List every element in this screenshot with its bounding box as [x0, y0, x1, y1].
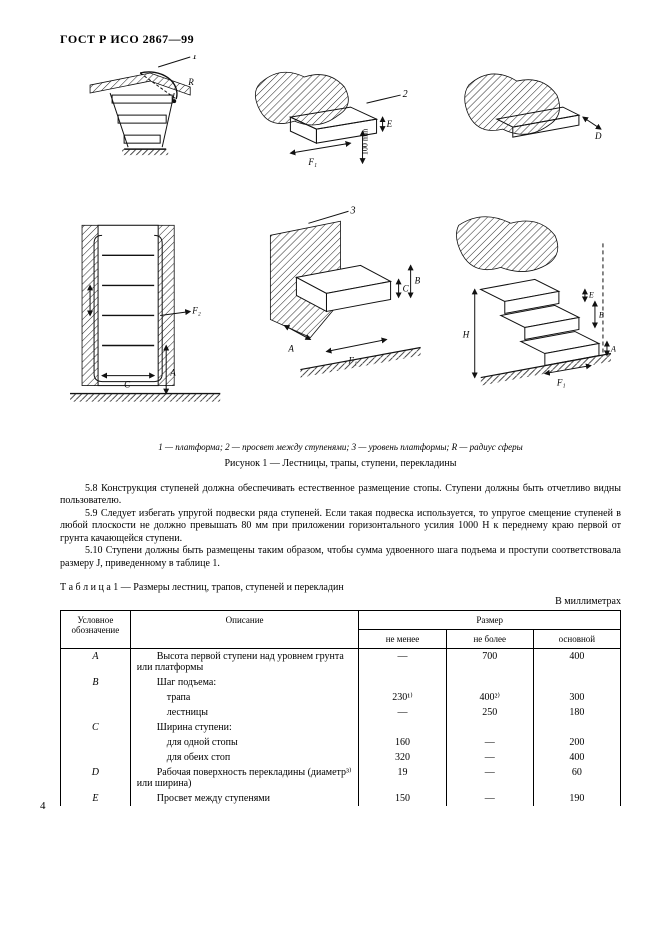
table-row-main: 200	[533, 735, 620, 750]
table-row-desc: для обеих стоп	[130, 750, 359, 765]
dimensions-table: Условное обозначение Описание Размер не …	[60, 610, 621, 806]
fig-label-C: C	[124, 380, 131, 390]
figure-block: 1 R 2	[60, 55, 621, 436]
th-min: не менее	[359, 630, 446, 649]
fig-label-Bmid: B	[415, 275, 421, 285]
table-row-min	[359, 675, 446, 690]
fig-label-1: 1	[192, 55, 197, 62]
table-row-desc: для одной стопы	[130, 735, 359, 750]
paragraph-5-9: 5.9 Следует избегать упругой подвески ря…	[60, 508, 621, 546]
table-row-max	[446, 720, 533, 735]
table-row-desc: трапа	[130, 690, 359, 705]
table-row-main	[533, 675, 620, 690]
fig-label-F2: F₂	[191, 305, 201, 315]
table-row-min: —	[359, 649, 446, 676]
th-desc: Описание	[130, 611, 359, 649]
th-main: основной	[533, 630, 620, 649]
paragraph-5-10: 5.10 Ступени должны быть размещены таким…	[60, 545, 621, 570]
table-row-desc: Шаг подъема:	[130, 675, 359, 690]
table-row-sym: D	[61, 765, 131, 791]
figure-svg: 1 R 2	[60, 55, 621, 436]
table-row-sym	[61, 750, 131, 765]
table-row-sym	[61, 735, 131, 750]
fig-label-A1: A	[169, 368, 176, 378]
table-row-max	[446, 675, 533, 690]
table-row-max: —	[446, 735, 533, 750]
fig-label-100min: 100 min	[361, 129, 370, 155]
fig-label-F1a: F₁	[307, 157, 317, 167]
table-row-min: 19	[359, 765, 446, 791]
table-row-desc: Рабочая поверхность перекладины (диаметр…	[130, 765, 359, 791]
table-row-main: 60	[533, 765, 620, 791]
table-row-min: 230¹⁾	[359, 690, 446, 705]
fig-label-Bright: B	[599, 310, 604, 319]
table-row-sym	[61, 690, 131, 705]
fig-label-2: 2	[403, 89, 408, 100]
table-row-desc: лестницы	[130, 705, 359, 720]
table-row-main: 400	[533, 750, 620, 765]
table-row-max: —	[446, 791, 533, 806]
table-row-desc: Высота первой ступени над уровнем грунта…	[130, 649, 359, 676]
table-caption: Т а б л и ц а 1 — Размеры лестниц, трапо…	[60, 582, 621, 593]
table-row-min: 320	[359, 750, 446, 765]
table-row-max: —	[446, 765, 533, 791]
table-row-sym: C	[61, 720, 131, 735]
fig-label-E1: E	[386, 119, 393, 129]
figure-legend: 1 — платформа; 2 — просвет между ступеня…	[60, 442, 621, 452]
table-row-max: 700	[446, 649, 533, 676]
document-header: ГОСТ Р ИСО 2867—99	[60, 32, 621, 47]
table-row-min: 160	[359, 735, 446, 750]
th-size: Размер	[359, 611, 621, 630]
table-row-main: 400	[533, 649, 620, 676]
table-row-sym: B	[61, 675, 131, 690]
table-row-max: 400²⁾	[446, 690, 533, 705]
table-row-sym: A	[61, 649, 131, 676]
table-row-max: —	[446, 750, 533, 765]
table-row-main: 300	[533, 690, 620, 705]
fig-label-D: D	[594, 131, 602, 141]
fig-label-F1c: F₁	[556, 378, 566, 388]
table-row-main	[533, 720, 620, 735]
table-row-main: 180	[533, 705, 620, 720]
table-row-min	[359, 720, 446, 735]
fig-label-R: R	[187, 77, 194, 87]
paragraph-5-8: 5.8 Конструкция ступеней должна обеспечи…	[60, 483, 621, 508]
table-row-main: 190	[533, 791, 620, 806]
units-label: В миллиметрах	[60, 596, 621, 607]
th-max: не более	[446, 630, 533, 649]
th-symbol: Условное обозначение	[61, 611, 131, 649]
figure-caption: Рисунок 1 — Лестницы, трапы, ступени, пе…	[60, 458, 621, 469]
page-number: 4	[40, 800, 46, 812]
fig-label-3: 3	[350, 205, 356, 216]
fig-label-H: H	[462, 329, 470, 339]
table-row-sym	[61, 705, 131, 720]
table-row-sym: E	[61, 791, 131, 806]
fig-label-Eright: E	[588, 290, 594, 299]
table-row-max: 250	[446, 705, 533, 720]
fig-label-Amid: A	[287, 344, 294, 354]
table-row-min: —	[359, 705, 446, 720]
table-row-desc: Ширина ступени:	[130, 720, 359, 735]
fig-label-Cmid: C	[403, 283, 410, 293]
table-row-min: 150	[359, 791, 446, 806]
table-row-desc: Просвет между ступенями	[130, 791, 359, 806]
fig-label-Aright: A	[610, 345, 616, 354]
